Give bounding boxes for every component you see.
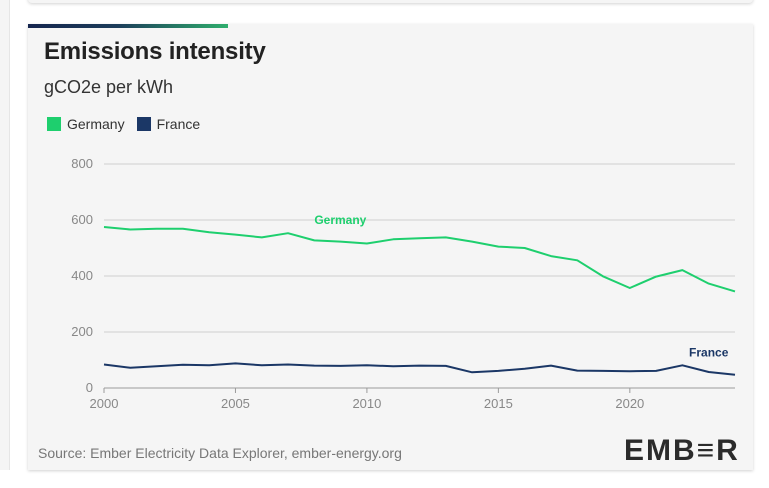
series-line-germany: [103, 226, 736, 293]
chart-title: Emissions intensity: [44, 38, 266, 65]
x-tick-label: 2010: [352, 396, 381, 411]
card-accent-bar: [28, 24, 228, 28]
legend-item-germany[interactable]: Germany: [47, 116, 125, 132]
y-tick-label: 0: [86, 380, 93, 395]
y-tick-label: 800: [71, 156, 93, 171]
legend: Germany France: [47, 116, 212, 132]
legend-swatch-germany: [47, 117, 61, 131]
chart-subtitle: gCO2e per kWh: [44, 77, 174, 97]
x-tick-label: 2000: [90, 396, 119, 411]
y-tick-label: 400: [71, 268, 93, 283]
y-tick-label: 600: [71, 212, 93, 227]
x-tick-label: 2005: [221, 396, 250, 411]
source-note: Source: Ember Electricity Data Explorer,…: [38, 445, 402, 461]
ember-logo: EMB≡R: [624, 434, 740, 467]
adjacent-panel-edge: [0, 0, 10, 470]
legend-label-france: France: [156, 116, 201, 132]
series-annotation: France: [689, 346, 729, 360]
legend-label-germany: Germany: [67, 116, 125, 132]
series-line-france: [103, 362, 736, 376]
line-chart: 0 200 400 600 800 2000 2005 2010 2015 2020 Germany…: [71, 156, 736, 411]
x-tick-label: 2020: [615, 396, 644, 411]
previous-card-bottom: [28, 0, 753, 3]
x-tick-label: 2015: [484, 396, 513, 411]
y-tick-label: 200: [71, 324, 93, 339]
legend-item-france[interactable]: France: [136, 116, 201, 132]
legend-swatch-france: [136, 117, 151, 131]
series-annotation: Germany: [314, 213, 366, 227]
chart-card: Emissions intensity gCO2e per kWh German…: [28, 24, 753, 470]
